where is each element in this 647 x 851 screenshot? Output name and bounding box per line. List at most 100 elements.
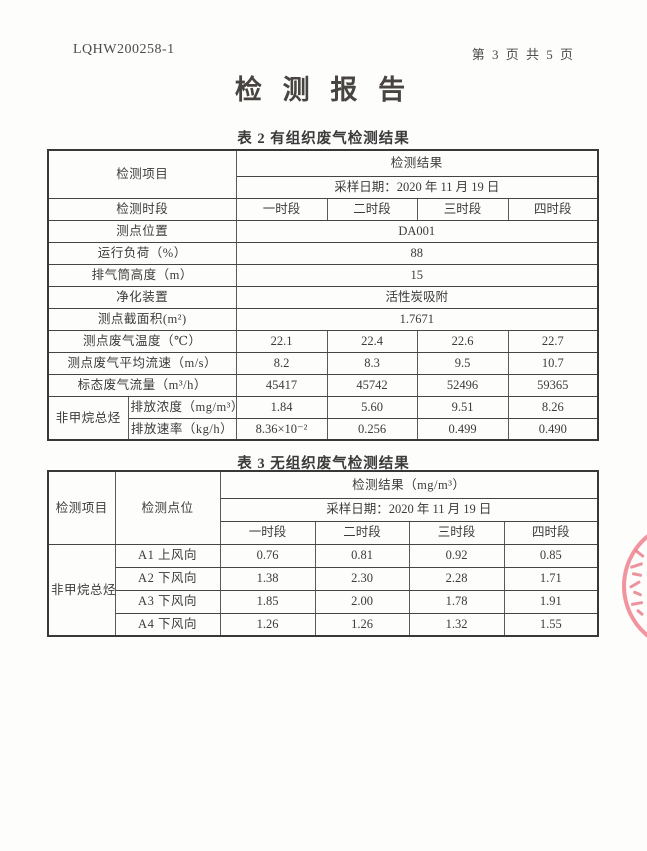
data-cell: 22.4: [326, 329, 418, 353]
red-seal-stamp: [613, 511, 647, 661]
document-number: LQHW200258-1: [73, 42, 175, 57]
table-row: 检测项目 检测结果: [47, 149, 599, 199]
header-result-label: 检测结果（mg/m³）: [219, 470, 599, 499]
unorganized-gas-table: 检测项目 检测点位 检测结果（mg/m³） 采样日期：2020 年 11 月 1…: [47, 470, 600, 637]
point-cell: A4 下风向: [114, 612, 221, 637]
table-row: A2 下风向 1.38 2.30 2.28 1.71: [48, 566, 599, 591]
row-value: 88: [235, 241, 599, 265]
period-label-cell: 检测时段: [47, 197, 237, 221]
period-cell: 二时段: [326, 197, 418, 221]
pollutant-name-cell: 非甲烷总烃: [47, 395, 129, 441]
table2-caption: 表 2 有组织废气检测结果: [237, 131, 410, 147]
seal-ring-icon: [613, 511, 647, 661]
report-title: 检 测 报 告: [234, 75, 413, 105]
header-point-label: 检测点位: [114, 470, 221, 545]
pollutant-name-cell: 非甲烷总烃: [47, 543, 116, 637]
data-cell: 45417: [235, 373, 328, 397]
data-cell: 1.84: [235, 395, 328, 419]
period-cell: 一时段: [235, 197, 328, 221]
row-label: 标态废气流量（m³/h）: [47, 373, 237, 397]
table3-caption: 表 3 无组织废气检测结果: [237, 456, 410, 472]
point-cell: A3 下风向: [114, 589, 221, 614]
table-row: 标态废气流量（m³/h） 45417 45742 52496 59365: [47, 373, 599, 397]
table-row: 测点位置 DA001: [47, 219, 599, 243]
period-cell: 四时段: [503, 520, 599, 545]
row-value: 1.7671: [235, 307, 599, 331]
data-cell: 52496: [416, 373, 509, 397]
data-cell: 1.71: [503, 566, 599, 591]
table-row: A3 下风向 1.85 2.00 1.78 1.91: [48, 589, 599, 614]
period-cell: 一时段: [219, 520, 316, 545]
data-cell: 0.92: [408, 543, 505, 568]
table-row: 测点废气平均流速（m/s） 8.2 8.3 9.5 10.7: [47, 351, 599, 375]
data-cell: 45742: [326, 373, 418, 397]
data-cell: 0.85: [503, 543, 599, 568]
data-cell: 22.1: [235, 329, 328, 353]
data-cell: 0.499: [416, 417, 509, 441]
organized-gas-table: 检测项目 检测结果 采样日期：2020 年 11 月 19 日 检测时段 一时段…: [47, 149, 600, 441]
period-cell: 三时段: [416, 197, 509, 221]
period-cell: 三时段: [408, 520, 505, 545]
table-row: 非甲烷总烃 A1 上风向 0.76 0.81 0.92 0.85: [47, 543, 599, 637]
data-cell: 1.85: [219, 589, 316, 614]
sample-date-cell: 采样日期：2020 年 11 月 19 日: [235, 175, 599, 199]
table-row: 测点截面积(m²) 1.7671: [47, 307, 599, 331]
period-cell: 四时段: [507, 197, 599, 221]
data-cell: 0.76: [219, 543, 316, 568]
row-label: 排放速率（kg/h）: [127, 417, 237, 441]
point-cell: A2 下风向: [114, 566, 221, 591]
row-label: 测点废气平均流速（m/s）: [47, 351, 237, 375]
data-cell: 0.490: [507, 417, 599, 441]
data-cell: 8.2: [235, 351, 328, 375]
data-cell: 2.00: [314, 589, 410, 614]
row-label: 测点废气温度（℃）: [47, 329, 237, 353]
data-cell: 1.91: [503, 589, 599, 614]
header-item-label: 检测项目: [47, 470, 116, 545]
data-cell: 2.28: [408, 566, 505, 591]
table-row: 采样日期：2020 年 11 月 19 日: [48, 497, 599, 522]
data-cell: 59365: [507, 373, 599, 397]
table-row: 运行负荷（%） 88: [47, 241, 599, 265]
period-cell: 二时段: [314, 520, 410, 545]
table-row: 排放速率（kg/h） 8.36×10⁻² 0.256 0.499 0.490: [48, 417, 599, 441]
table-row: 检测时段 一时段 二时段 三时段 四时段: [47, 197, 599, 221]
data-cell: 9.5: [416, 351, 509, 375]
row-label: 测点截面积(m²): [47, 307, 237, 331]
page-indicator: 第 3 页 共 5 页: [471, 47, 575, 62]
data-cell: 1.55: [503, 612, 599, 637]
header-item-label: 检测项目: [47, 149, 237, 199]
row-label: 排气筒高度（m）: [47, 263, 237, 287]
data-cell: 8.36×10⁻²: [235, 417, 328, 441]
point-cell: A1 上风向: [114, 543, 221, 568]
table-row: 净化装置 活性炭吸附: [47, 285, 599, 309]
header-result-label: 检测结果: [235, 149, 599, 177]
table-row: A4 下风向 1.26 1.26 1.32 1.55: [48, 612, 599, 637]
row-label: 运行负荷（%）: [47, 241, 237, 265]
table-row: 检测项目 检测点位 检测结果（mg/m³）: [47, 470, 599, 545]
sample-date-cell: 采样日期：2020 年 11 月 19 日: [219, 497, 599, 522]
data-cell: 5.60: [326, 395, 418, 419]
table-row: 排气筒高度（m） 15: [47, 263, 599, 287]
table-row: 测点废气温度（℃） 22.1 22.4 22.6 22.7: [47, 329, 599, 353]
data-cell: 1.26: [314, 612, 410, 637]
data-cell: 0.81: [314, 543, 410, 568]
row-label: 测点位置: [47, 219, 237, 243]
data-cell: 22.7: [507, 329, 599, 353]
row-label: 排放浓度（mg/m³）: [127, 395, 237, 419]
row-value: 15: [235, 263, 599, 287]
row-value: 活性炭吸附: [235, 285, 599, 309]
data-cell: 1.38: [219, 566, 316, 591]
row-label: 净化装置: [47, 285, 237, 309]
data-cell: 22.6: [416, 329, 509, 353]
row-value: DA001: [235, 219, 599, 243]
data-cell: 10.7: [507, 351, 599, 375]
data-cell: 1.78: [408, 589, 505, 614]
data-cell: 8.3: [326, 351, 418, 375]
data-cell: 8.26: [507, 395, 599, 419]
table-row: 非甲烷总烃 排放浓度（mg/m³） 1.84 5.60 9.51 8.26: [47, 395, 599, 441]
data-cell: 1.26: [219, 612, 316, 637]
data-cell: 0.256: [326, 417, 418, 441]
data-cell: 2.30: [314, 566, 410, 591]
table-row: 一时段 二时段 三时段 四时段: [48, 520, 599, 545]
